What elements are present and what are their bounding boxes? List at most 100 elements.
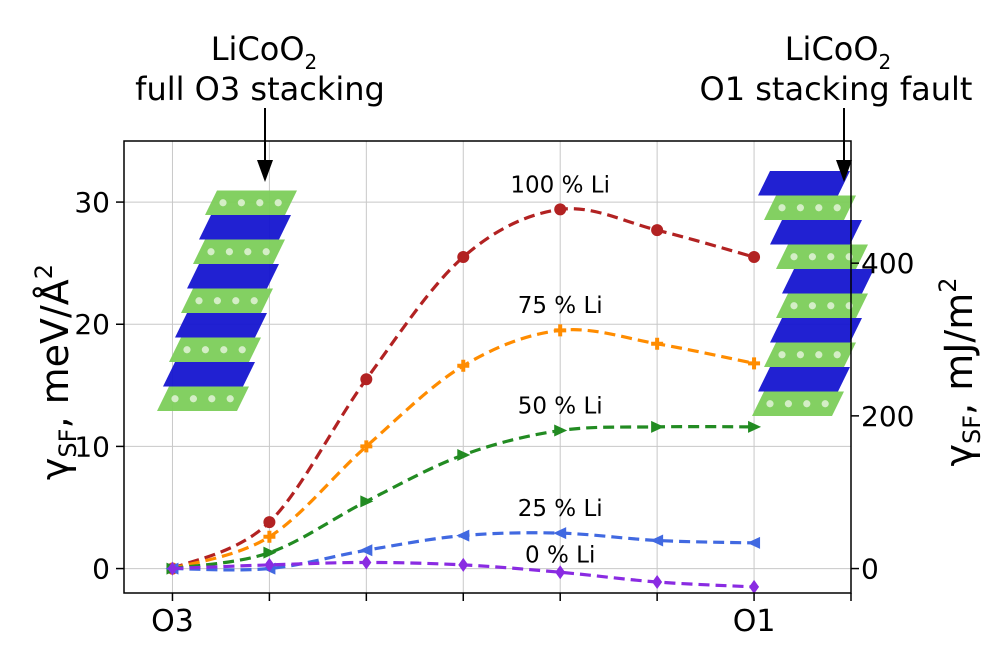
- data-point: [650, 534, 664, 547]
- series-label: 100 % Li: [510, 172, 610, 198]
- structure-layer-cobalt: [770, 220, 862, 245]
- structure-atom: [189, 395, 197, 403]
- data-point: [360, 440, 373, 453]
- structure-layer-lithium: [181, 288, 273, 313]
- data-point: [457, 359, 470, 372]
- right-annotation-line2: O1 stacking fault: [700, 70, 973, 108]
- data-point: [456, 529, 470, 542]
- data-point: [748, 357, 761, 370]
- x-tick-label: O1: [733, 604, 776, 639]
- structure-atom: [827, 302, 835, 310]
- data-point: [651, 337, 664, 350]
- data-point: [359, 544, 373, 557]
- structure-atom: [790, 302, 798, 310]
- data-point: [747, 536, 761, 549]
- structure-layer-lithium: [169, 337, 261, 362]
- data-point: [651, 224, 664, 237]
- structure-atom: [207, 248, 215, 256]
- axes-frame: [123, 140, 852, 594]
- data-point: [749, 579, 760, 594]
- left-arrow-icon: [257, 108, 273, 182]
- data-point: [554, 324, 567, 337]
- right-annotation-line1: LiCoO2: [785, 30, 892, 74]
- y-tick-label-right: 200: [861, 400, 914, 433]
- structure-atom: [796, 204, 805, 212]
- structure-layer-cobalt: [770, 318, 862, 343]
- structure-atom: [256, 199, 264, 207]
- data-point: [555, 565, 566, 580]
- structure-atom: [815, 204, 823, 212]
- structure-layer-lithium: [776, 244, 868, 269]
- structure-layer-lithium: [764, 342, 856, 367]
- structure-atom: [808, 302, 817, 310]
- y-axis-label-right: γSF, mJ/m2: [934, 277, 986, 466]
- series-label: 25 % Li: [518, 496, 603, 522]
- y-tick-label-left: 10: [74, 430, 110, 463]
- structure-layer-cobalt: [163, 362, 255, 387]
- series-75-li: 75 % Li: [166, 293, 761, 575]
- structure-layer-lithium: [157, 386, 249, 411]
- data-point: [458, 557, 469, 572]
- structure-atom: [195, 297, 203, 305]
- structure-layer-cobalt: [758, 367, 850, 392]
- structure-layer-cobalt: [175, 313, 267, 338]
- structure-atom: [274, 199, 282, 207]
- crystal-structures: [157, 171, 874, 416]
- structure-layer-lithium: [205, 190, 297, 215]
- left-annotation-line2: full O3 stacking: [135, 70, 385, 108]
- axes: 0 10 20 30 0 200 400 O3 O1: [74, 140, 914, 639]
- structure-atom: [262, 248, 270, 256]
- data-point: [360, 373, 373, 386]
- data-point: [457, 251, 470, 264]
- structure-atom: [201, 346, 209, 354]
- structure-layer-lithium: [764, 195, 856, 220]
- data-point: [360, 495, 374, 508]
- y-axis-label-left: γSF, meV/Å2: [30, 264, 82, 480]
- structure-atom: [778, 351, 786, 359]
- data-point: [457, 448, 471, 461]
- data-point: [748, 420, 762, 433]
- structure-atom: [803, 400, 811, 408]
- series-label: 0 % Li: [525, 542, 595, 568]
- structure-layer-cobalt: [199, 215, 291, 240]
- structure-atom: [225, 248, 233, 256]
- series-label: 75 % Li: [518, 293, 603, 319]
- structure-atom: [244, 248, 252, 256]
- structure-atom: [808, 253, 817, 261]
- structure-atom: [226, 395, 234, 403]
- left-annotation-line1: LiCoO2: [211, 30, 318, 74]
- plot-area: 100 % Li 75 % Li 50 % Li 25 % Li 0 % Li: [165, 172, 762, 594]
- x-tick-label: O3: [151, 604, 194, 639]
- left-structure-o3: [157, 190, 297, 411]
- structure-atom: [833, 351, 841, 359]
- data-point: [748, 251, 761, 264]
- y-tick-label-right: 400: [861, 247, 914, 280]
- y-tick-label-left: 0: [92, 553, 110, 586]
- structure-atom: [827, 253, 835, 261]
- data-point: [167, 561, 178, 576]
- data-point: [553, 527, 567, 540]
- right-structure-o1: [752, 171, 874, 416]
- structure-atom: [778, 204, 786, 212]
- right-arrow-icon: [836, 108, 852, 182]
- data-point: [263, 530, 276, 543]
- data-point: [263, 516, 276, 529]
- y-tick-label-left: 20: [74, 308, 110, 341]
- structure-atom: [766, 400, 774, 408]
- series-0-li: 0 % Li: [167, 542, 760, 594]
- y-tick-label-left: 30: [74, 186, 110, 219]
- structure-layer-cobalt: [758, 171, 850, 196]
- structure-atom: [250, 297, 258, 305]
- data-point: [264, 557, 275, 572]
- structure-layer-lithium: [752, 391, 844, 416]
- structure-layer-lithium: [193, 239, 285, 264]
- data-point: [651, 420, 665, 433]
- structure-atom: [220, 346, 228, 354]
- data-point: [652, 575, 663, 590]
- structure-atom: [232, 297, 240, 305]
- structure-layer-lithium: [776, 293, 868, 318]
- y-tick-label-right: 0: [861, 553, 879, 586]
- structure-atom: [821, 400, 829, 408]
- structure-atom: [796, 351, 805, 359]
